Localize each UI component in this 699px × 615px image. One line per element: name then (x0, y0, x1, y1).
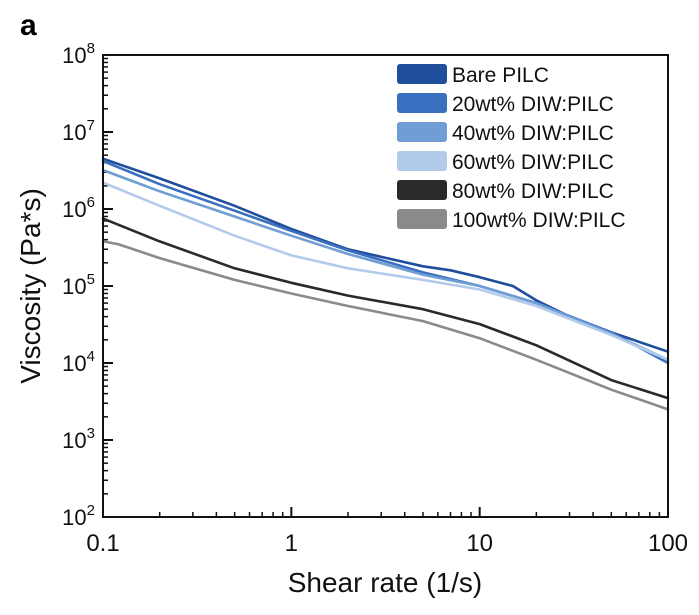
panel-label: a (20, 9, 37, 42)
legend-label: 60wt% DIW:PILC (452, 151, 614, 174)
y-tick-label: 106 (62, 194, 95, 222)
x-axis-title: Shear rate (1/s) (288, 567, 483, 598)
y-tick-label: 102 (62, 502, 95, 530)
series-line-3 (101, 168, 670, 362)
legend: Bare PILC 20wt% DIW:PILC 40wt% DIW:PILC 60w… (397, 64, 626, 232)
legend-swatch (397, 209, 447, 229)
y-tick-label: 107 (62, 117, 95, 145)
x-tick-label: 100 (648, 530, 688, 557)
legend-label: Bare PILC (452, 64, 549, 87)
legend-swatch (397, 64, 447, 84)
y-tick-base: 10 (62, 351, 86, 376)
y-tick-base: 10 (62, 43, 86, 68)
x-axis-ticks: 0.1 1 10 100 (86, 507, 688, 557)
y-tick-base: 10 (62, 505, 86, 530)
y-tick-base: 10 (62, 120, 86, 145)
series-line-4 (101, 181, 670, 362)
x-tick-label: 10 (466, 530, 493, 557)
y-tick-label: 104 (62, 348, 95, 376)
y-tick-exponent: 5 (87, 271, 95, 288)
legend-label: 80wt% DIW:PILC (452, 180, 614, 203)
y-tick-exponent: 3 (87, 425, 95, 442)
x-tick-label: 0.1 (86, 530, 119, 557)
y-tick-exponent: 4 (87, 348, 95, 365)
y-tick-label: 103 (62, 425, 95, 453)
y-tick-label: 108 (62, 40, 95, 68)
x-tick-label: 1 (285, 530, 298, 557)
y-tick-exponent: 7 (87, 117, 95, 134)
legend-swatch (397, 93, 447, 113)
y-tick-base: 10 (62, 428, 86, 453)
y-tick-exponent: 8 (87, 40, 95, 57)
series-line-5 (101, 217, 670, 400)
legend-swatch (397, 122, 447, 142)
series-lines (101, 157, 670, 411)
series-line-6 (101, 240, 670, 411)
y-tick-exponent: 6 (87, 194, 95, 211)
plot-frame (102, 54, 669, 518)
y-tick-base: 10 (62, 274, 86, 299)
y-tick-label: 105 (62, 271, 95, 299)
legend-swatch (397, 151, 447, 171)
legend-label: 20wt% DIW:PILC (452, 93, 614, 116)
legend-swatch (397, 180, 447, 200)
y-tick-base: 10 (62, 197, 86, 222)
legend-label: 40wt% DIW:PILC (452, 122, 614, 145)
y-tick-exponent: 2 (87, 502, 95, 519)
legend-label: 100wt% DIW:PILC (452, 209, 626, 232)
y-axis-title: Viscosity (Pa*s) (15, 188, 46, 384)
